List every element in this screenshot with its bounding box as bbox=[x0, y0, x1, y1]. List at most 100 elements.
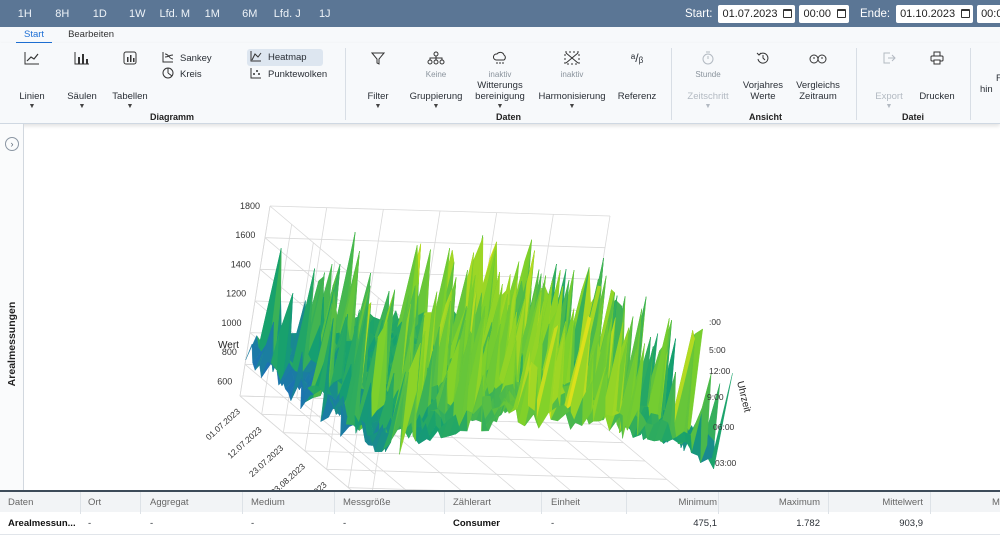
weather-correction-button[interactable]: inaktiv Witterungs bereinigung ▼ bbox=[470, 47, 530, 110]
col-m[interactable]: M bbox=[992, 496, 1000, 508]
surface-patch bbox=[374, 431, 389, 452]
tab-start[interactable]: Start bbox=[12, 27, 56, 44]
heatmap-icon bbox=[250, 50, 262, 65]
range-1m[interactable]: 1M bbox=[204, 7, 220, 20]
end-date-value: 01.10.2023 bbox=[900, 7, 956, 20]
z-tick-label: 800 bbox=[222, 347, 237, 357]
cutoff-button[interactable]: F hin bbox=[980, 73, 1000, 95]
col-minimum[interactable]: Minimum bbox=[678, 496, 717, 508]
lines-button[interactable]: Linien ▼ bbox=[12, 47, 52, 110]
z-tick-label: 1200 bbox=[226, 289, 246, 299]
weather-label-2: bereinigung bbox=[475, 91, 525, 102]
calendar-icon[interactable] bbox=[961, 9, 971, 18]
start-label: Start: bbox=[685, 7, 713, 20]
compare-period-button[interactable]: Vergleichs Zeitraum bbox=[792, 47, 844, 102]
printer-icon bbox=[926, 47, 948, 69]
pie-button[interactable]: Kreis bbox=[162, 67, 202, 82]
harmonization-button[interactable]: inaktiv Harmonisierung ▼ bbox=[537, 47, 607, 110]
grouping-button[interactable]: Keine Gruppierung ▼ bbox=[405, 47, 467, 110]
tables-button[interactable]: Tabellen ▼ bbox=[110, 47, 150, 110]
col-ort[interactable]: Ort bbox=[88, 496, 102, 508]
grouping-label: Gruppierung bbox=[409, 91, 463, 102]
chevron-down-icon: ▼ bbox=[126, 103, 134, 110]
calendar-icon[interactable] bbox=[837, 9, 847, 18]
cell-daten: Arealmessun... bbox=[8, 517, 76, 529]
expand-panel-button[interactable]: › bbox=[5, 137, 19, 151]
table-row[interactable]: Arealmessun... - - - - Consumer - 475,1 … bbox=[0, 512, 1000, 535]
tab-edit[interactable]: Bearbeiten bbox=[68, 29, 115, 40]
divider bbox=[828, 492, 829, 514]
cell-zaehlerart: Consumer bbox=[453, 517, 500, 529]
step-sub: Stunde bbox=[695, 70, 721, 79]
export-button[interactable]: Export ▼ bbox=[869, 47, 909, 110]
history-icon bbox=[752, 47, 774, 69]
harmon-label: Harmonisierung bbox=[538, 91, 606, 102]
surface-chart[interactable]: 600 800 1000 1200 1400 1600 1800 Wert 01.07.2023… bbox=[25, 124, 1000, 517]
cmp-label-2: Zeitraum bbox=[799, 91, 837, 102]
start-time-input[interactable]: 00:00 bbox=[799, 4, 850, 23]
side-panel-title: Arealmessungen bbox=[6, 301, 18, 387]
print-button[interactable]: Drucken bbox=[915, 47, 959, 102]
columns-label: Säulen bbox=[67, 91, 97, 102]
range-8h[interactable]: 8H bbox=[55, 7, 70, 20]
reference-label: Referenz bbox=[617, 91, 657, 102]
cell-einheit: - bbox=[551, 517, 555, 529]
col-aggregat[interactable]: Aggregat bbox=[150, 496, 189, 508]
cut-label-1: F bbox=[996, 73, 1000, 84]
divider bbox=[140, 492, 141, 514]
y-tick-label: 5:00 bbox=[709, 345, 726, 355]
scatter-button[interactable]: Punktewolken bbox=[250, 67, 327, 82]
scatter-label: Punktewolken bbox=[268, 69, 328, 80]
range-current-month[interactable]: Lfd. M bbox=[159, 7, 191, 20]
range-1w[interactable]: 1W bbox=[129, 7, 146, 20]
line-chart-icon bbox=[21, 47, 43, 69]
grid-line bbox=[239, 205, 271, 397]
cell-minimum: 475,1 bbox=[693, 517, 717, 529]
z-axis-label: Wert bbox=[218, 340, 239, 351]
start-datetime: Start: 01.07.2023 00:00 bbox=[685, 0, 850, 27]
col-mittelwert[interactable]: Mittelwert bbox=[882, 496, 923, 508]
range-6m[interactable]: 6M bbox=[242, 7, 258, 20]
col-einheit[interactable]: Einheit bbox=[551, 496, 581, 508]
end-time-value: 00:00 bbox=[981, 7, 1000, 20]
prev-label-2: Werte bbox=[750, 91, 776, 102]
range-1h[interactable]: 1H bbox=[17, 7, 32, 20]
heatmap-button[interactable]: Heatmap bbox=[247, 49, 323, 66]
chevron-down-icon: ▼ bbox=[78, 103, 86, 110]
col-zaehlerart[interactable]: Zählerart bbox=[453, 496, 492, 508]
columns-button[interactable]: Säulen ▼ bbox=[62, 47, 102, 110]
chevron-right-icon: › bbox=[10, 139, 14, 149]
reference-button[interactable]: ᵃ/ᵦ Referenz bbox=[614, 47, 660, 102]
sankey-button[interactable]: Sankey bbox=[162, 51, 212, 66]
scatter-icon bbox=[250, 67, 262, 82]
end-datetime: Ende: 01.10.2023 00:00 bbox=[860, 0, 1000, 27]
group-file-label: Datei bbox=[902, 112, 925, 122]
pie-label: Kreis bbox=[180, 69, 202, 80]
chevron-down-icon: ▼ bbox=[28, 103, 36, 110]
col-daten[interactable]: Daten bbox=[8, 496, 34, 508]
cell-maximum: 1.782 bbox=[796, 517, 820, 529]
divider bbox=[334, 492, 335, 514]
previous-year-button[interactable]: Vorjahres Werte bbox=[738, 47, 788, 102]
filter-button[interactable]: Filter ▼ bbox=[360, 47, 396, 110]
y-tick-label: 03:00 bbox=[715, 458, 737, 468]
end-time-input[interactable]: 00:00 bbox=[977, 4, 1000, 23]
end-date-input[interactable]: 01.10.2023 bbox=[896, 4, 974, 23]
start-date-value: 01.07.2023 bbox=[722, 7, 778, 20]
surface-chart-svg[interactable]: 600 800 1000 1200 1400 1600 1800 Wert 01.07.2023… bbox=[25, 124, 1000, 517]
col-medium[interactable]: Medium bbox=[251, 496, 285, 508]
start-date-input[interactable]: 01.07.2023 bbox=[718, 4, 796, 23]
range-buttons: 1H 8H 1D 1W Lfd. M 1M 6M Lfd. J 1J bbox=[6, 8, 344, 20]
range-1j[interactable]: 1J bbox=[318, 7, 331, 20]
hierarchy-icon bbox=[425, 47, 447, 69]
calendar-icon[interactable] bbox=[783, 9, 793, 18]
time-step-button[interactable]: Stunde Zeitschritt ▼ bbox=[682, 47, 734, 110]
col-maximum[interactable]: Maximum bbox=[778, 496, 820, 508]
range-current-year[interactable]: Lfd. J bbox=[273, 7, 301, 20]
range-1d[interactable]: 1D bbox=[92, 7, 107, 20]
col-messgroesse[interactable]: Messgröße bbox=[343, 496, 391, 508]
table-icon bbox=[119, 47, 141, 69]
z-tick-label: 1600 bbox=[235, 230, 255, 240]
weather-label-1: Witterungs bbox=[477, 80, 523, 91]
side-panel: › Arealmessungen bbox=[0, 124, 24, 490]
